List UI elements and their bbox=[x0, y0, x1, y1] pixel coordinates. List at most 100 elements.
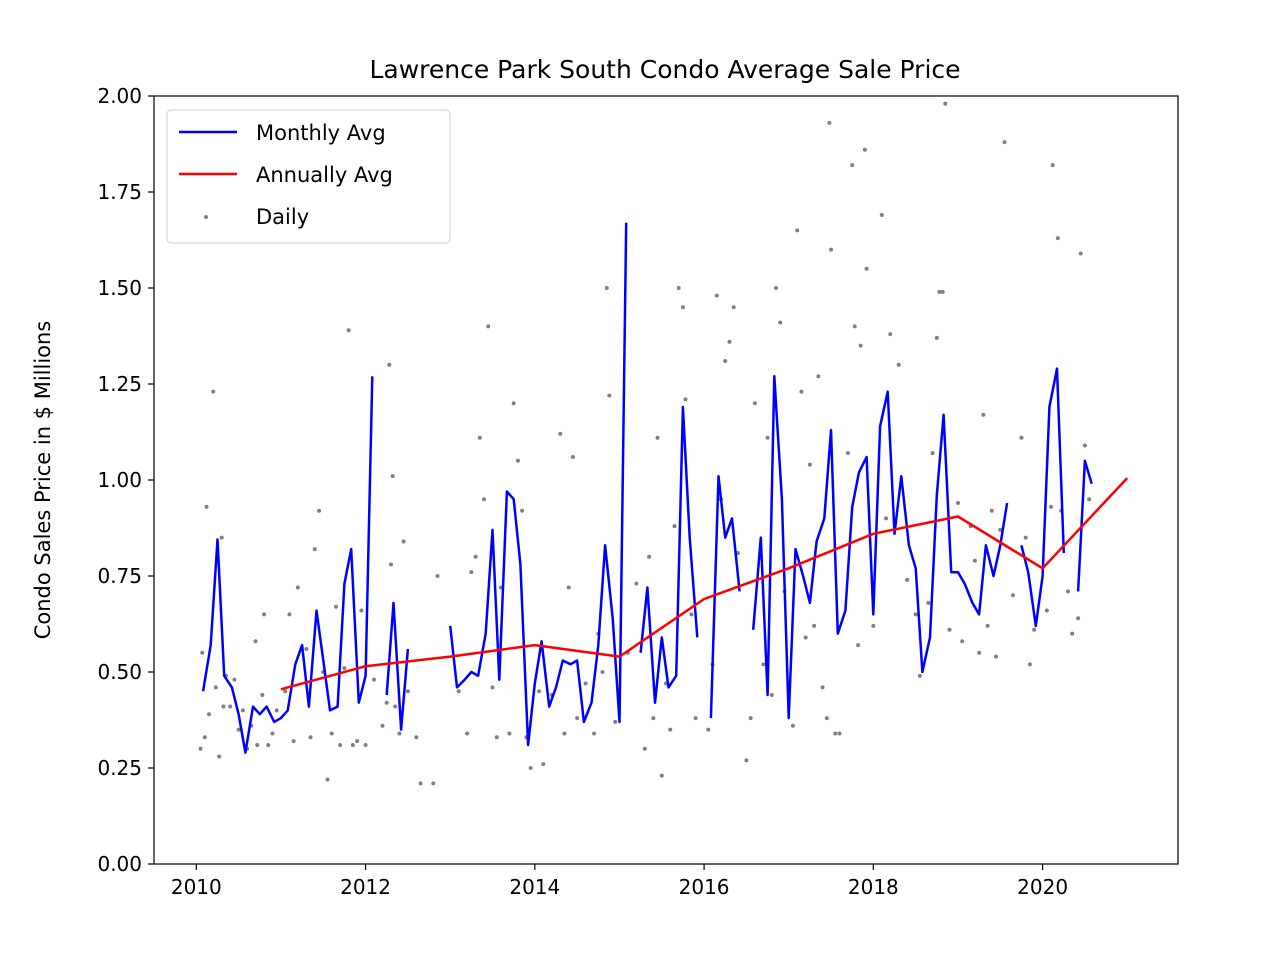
daily-point bbox=[884, 516, 889, 521]
daily-point bbox=[659, 773, 664, 778]
daily-point bbox=[431, 781, 436, 786]
daily-point bbox=[985, 623, 990, 628]
daily-point bbox=[871, 623, 876, 628]
daily-point bbox=[221, 704, 226, 709]
monthly-avg-line-segment bbox=[201, 376, 374, 754]
daily-point bbox=[507, 731, 512, 736]
daily-point bbox=[807, 462, 812, 467]
daily-point bbox=[680, 305, 685, 310]
daily-point bbox=[655, 435, 660, 440]
daily-point bbox=[864, 266, 869, 271]
daily-point bbox=[1055, 236, 1060, 241]
daily-point bbox=[304, 646, 309, 651]
daily-point bbox=[790, 723, 795, 728]
y-tick-label: 1.25 bbox=[97, 372, 142, 396]
daily-point bbox=[943, 101, 948, 106]
y-tick-label: 0.00 bbox=[97, 852, 142, 876]
daily-point bbox=[570, 454, 575, 459]
daily-point bbox=[255, 742, 260, 747]
daily-point bbox=[930, 451, 935, 456]
monthly-avg-line-segment bbox=[1020, 367, 1066, 628]
daily-point bbox=[731, 305, 736, 310]
daily-point bbox=[761, 662, 766, 667]
daily-point bbox=[917, 673, 922, 678]
daily-point bbox=[723, 358, 728, 363]
daily-point bbox=[824, 716, 829, 721]
daily-point bbox=[338, 742, 343, 747]
daily-point bbox=[613, 719, 618, 724]
daily-point bbox=[803, 635, 808, 640]
daily-point bbox=[575, 716, 580, 721]
daily-point bbox=[934, 335, 939, 340]
daily-point bbox=[981, 412, 986, 417]
daily-point bbox=[200, 650, 205, 655]
daily-point bbox=[308, 735, 313, 740]
daily-point bbox=[1078, 251, 1083, 256]
daily-point bbox=[372, 677, 377, 682]
daily-point bbox=[1044, 608, 1049, 613]
x-tick-label: 2012 bbox=[340, 875, 391, 899]
daily-point bbox=[727, 339, 732, 344]
daily-point bbox=[1002, 140, 1007, 145]
x-tick-label: 2014 bbox=[509, 875, 560, 899]
daily-point bbox=[295, 585, 300, 590]
daily-point bbox=[541, 762, 546, 767]
legend-box bbox=[166, 109, 451, 244]
daily-point bbox=[204, 504, 209, 509]
daily-point bbox=[401, 539, 406, 544]
x-tick-label: 2016 bbox=[679, 875, 730, 899]
daily-point bbox=[592, 731, 597, 736]
daily-point bbox=[676, 286, 681, 290]
daily-point bbox=[850, 163, 855, 168]
daily-point bbox=[693, 716, 698, 721]
legend-annual-label: Annually Avg bbox=[256, 163, 393, 187]
y-tick-label: 0.25 bbox=[97, 756, 142, 780]
daily-point bbox=[528, 766, 533, 770]
daily-point bbox=[384, 700, 389, 705]
daily-point bbox=[1070, 631, 1075, 636]
daily-point bbox=[355, 739, 360, 744]
daily-point bbox=[879, 213, 884, 218]
daily-point bbox=[1010, 593, 1015, 598]
daily-point bbox=[896, 362, 901, 367]
daily-point bbox=[414, 735, 419, 740]
daily-point bbox=[774, 286, 779, 290]
daily-point bbox=[1082, 443, 1087, 448]
daily-point bbox=[994, 654, 999, 659]
daily-point bbox=[634, 581, 639, 586]
daily-point bbox=[346, 328, 351, 333]
daily-point bbox=[778, 320, 783, 325]
daily-point bbox=[287, 612, 292, 617]
daily-point bbox=[405, 689, 410, 694]
daily-point bbox=[397, 731, 402, 736]
monthly-avg-line-segment bbox=[385, 601, 410, 731]
legend-daily-swatch bbox=[204, 215, 208, 219]
daily-point bbox=[486, 324, 491, 329]
daily-point bbox=[494, 735, 499, 740]
chart-title: Lawrence Park South Condo Average Sale P… bbox=[369, 55, 960, 84]
legend-daily-label: Daily bbox=[256, 205, 309, 229]
daily-point bbox=[511, 401, 516, 406]
daily-point bbox=[1076, 616, 1081, 621]
daily-point bbox=[266, 742, 271, 747]
daily-point bbox=[799, 389, 804, 394]
daily-point bbox=[482, 497, 487, 502]
daily-point bbox=[342, 666, 347, 671]
daily-point bbox=[312, 547, 317, 552]
daily-point bbox=[359, 608, 364, 613]
daily-point bbox=[520, 508, 525, 513]
daily-point bbox=[977, 650, 982, 655]
daily-point bbox=[769, 693, 774, 698]
daily-point bbox=[926, 600, 931, 605]
daily-point bbox=[689, 612, 694, 617]
lines-layer bbox=[201, 222, 1129, 754]
daily-point bbox=[604, 286, 609, 290]
x-axis: 2010 2012 2014 2016 2018 2020 bbox=[171, 864, 1068, 899]
daily-point bbox=[387, 362, 392, 367]
daily-point bbox=[1023, 535, 1028, 540]
daily-point bbox=[683, 397, 688, 402]
daily-point bbox=[418, 781, 423, 786]
daily-point bbox=[748, 716, 753, 721]
daily-point bbox=[888, 332, 893, 337]
